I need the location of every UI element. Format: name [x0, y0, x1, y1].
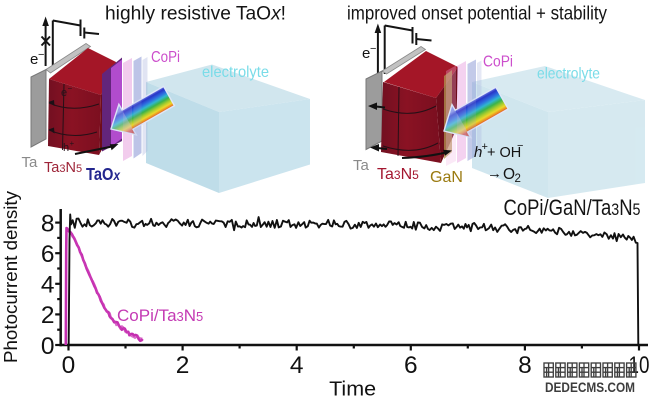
- svg-text:TaOx: TaOx: [86, 164, 121, 184]
- svg-text:CoPi/Ta3N5: CoPi/Ta3N5: [117, 306, 203, 325]
- svg-text:4: 4: [290, 352, 304, 379]
- svg-text:6: 6: [404, 352, 418, 379]
- svg-text:improved onset potential + sta: improved onset potential + stability: [347, 3, 607, 25]
- svg-text:2: 2: [515, 173, 521, 185]
- svg-text:→: →: [487, 165, 502, 182]
- svg-text:electrolyte: electrolyte: [202, 64, 269, 81]
- svg-text:Photocurrent density: Photocurrent density: [0, 190, 21, 363]
- svg-text:e: e: [30, 51, 38, 68]
- svg-text:h: h: [474, 144, 482, 161]
- svg-text:−: −: [68, 84, 73, 93]
- svg-text:Ta: Ta: [353, 157, 370, 174]
- svg-text:−: −: [517, 140, 523, 152]
- svg-text:2: 2: [41, 302, 55, 329]
- svg-text:GaN: GaN: [430, 169, 463, 186]
- svg-text:8: 8: [41, 210, 55, 237]
- svg-text:CoPi/GaN/Ta3N5: CoPi/GaN/Ta3N5: [504, 195, 641, 220]
- svg-text:0: 0: [62, 352, 76, 379]
- svg-text:+ OH: + OH: [487, 145, 521, 161]
- svg-text:O: O: [503, 166, 515, 183]
- svg-text:e: e: [61, 87, 67, 99]
- svg-text:−: −: [38, 49, 44, 61]
- svg-text:Ta: Ta: [22, 154, 39, 171]
- svg-text:8: 8: [518, 352, 532, 379]
- svg-text:2: 2: [176, 352, 190, 379]
- svg-text:+: +: [70, 139, 75, 148]
- svg-text:electrolyte: electrolyte: [537, 66, 600, 83]
- svg-text:6: 6: [41, 241, 55, 268]
- svg-text:DEDECMS.COM: DEDECMS.COM: [545, 380, 635, 395]
- svg-text:Time: Time: [329, 378, 376, 400]
- svg-text:0: 0: [41, 333, 55, 360]
- svg-text:Ta3N5: Ta3N5: [44, 160, 82, 176]
- svg-text:Ta3N5: Ta3N5: [377, 166, 419, 183]
- svg-text:CoPi: CoPi: [151, 49, 180, 66]
- svg-text:4: 4: [41, 272, 55, 299]
- svg-text:highly resistive TaOx!: highly resistive TaOx!: [105, 3, 286, 25]
- svg-text:h: h: [63, 142, 69, 154]
- svg-text:+: +: [482, 141, 488, 153]
- svg-text:e: e: [362, 45, 370, 62]
- svg-text:CoPi: CoPi: [483, 54, 513, 71]
- svg-text:−: −: [370, 43, 376, 55]
